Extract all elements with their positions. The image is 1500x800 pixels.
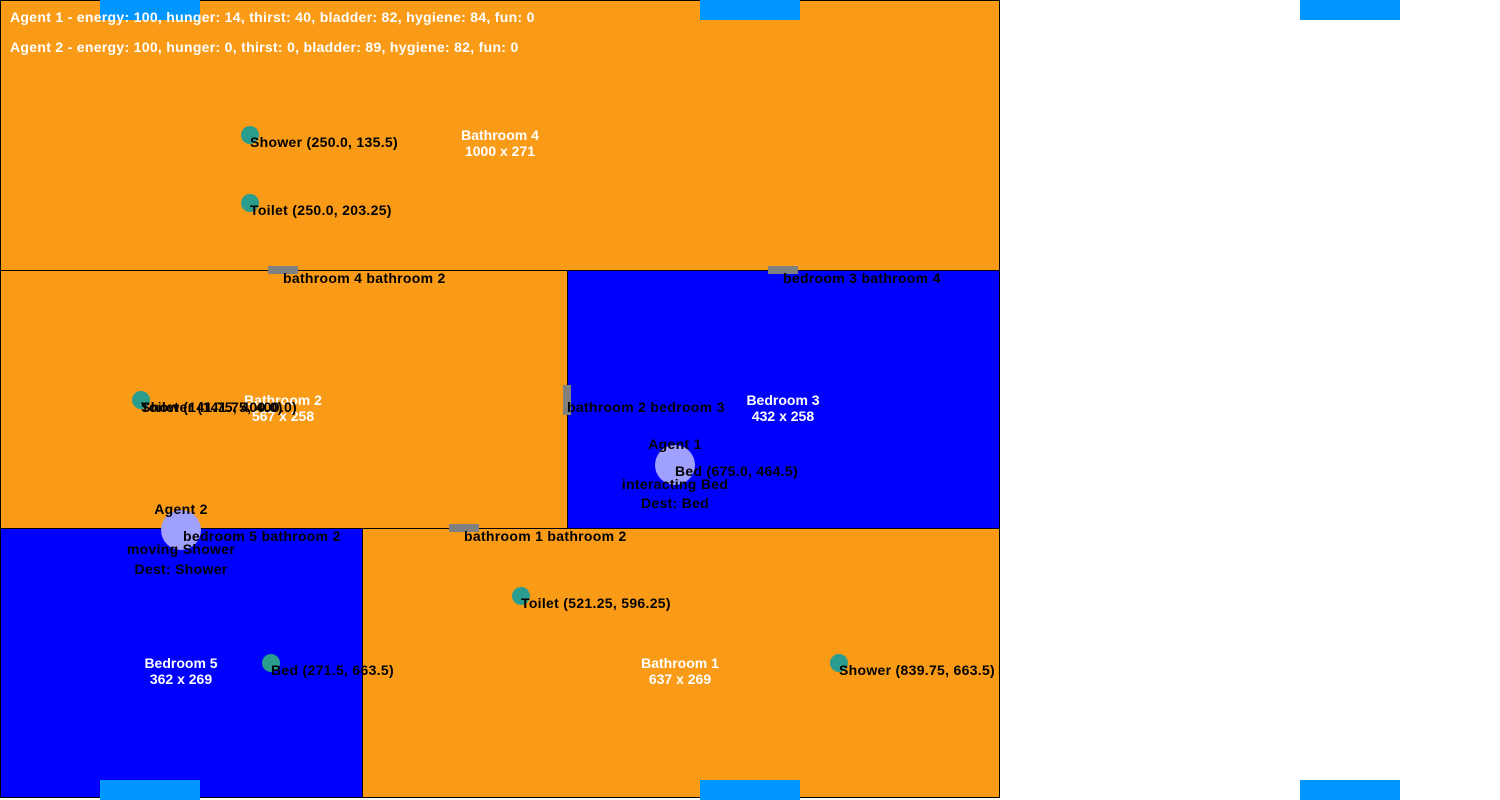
room-label-bathroom-1: Bathroom 1 637 x 269	[641, 655, 719, 687]
room-name: Bathroom 2	[244, 392, 322, 408]
door-label-bedroom-5-bathroom-2: bedroom 5 bathroom 2	[183, 528, 341, 544]
shower-bathroom-4-icon[interactable]	[241, 126, 259, 144]
agent-2-status: Agent 2 - energy: 100, hunger: 0, thirst…	[10, 39, 519, 55]
toilet-bathroom-1-label: Toilet (521.25, 596.25)	[521, 595, 671, 611]
door-label-bathroom-2-bedroom-3: bathroom 2 bedroom 3	[567, 399, 725, 415]
room-size: 567 x 258	[251, 408, 315, 424]
room-label-bedroom-3: Bedroom 3 432 x 258	[746, 392, 819, 424]
toilet-bathroom-4-icon[interactable]	[241, 194, 259, 212]
room-size: 362 x 269	[149, 671, 213, 687]
shower-bathroom-4-label: Shower (250.0, 135.5)	[250, 134, 398, 150]
room-name: Bathroom 4	[461, 127, 539, 143]
agent-2-destination: Dest: Shower	[134, 561, 228, 577]
shower-bathroom-1-icon[interactable]	[830, 654, 848, 672]
toilet-bathroom-2-icon[interactable]	[132, 391, 150, 409]
agent-2-name: Agent 2	[154, 501, 208, 517]
agent-1-name: Agent 1	[648, 436, 702, 452]
agent-1-icon[interactable]	[655, 445, 695, 485]
door-bathroom-4-bathroom-2[interactable]	[268, 266, 298, 274]
shower-bathroom-2-label: Shower (141.75, 400.0)	[141, 399, 298, 415]
room-label-bathroom-4: Bathroom 4 1000 x 271	[461, 127, 539, 159]
door-label-bathroom-1-bathroom-2: bathroom 1 bathroom 2	[464, 528, 627, 544]
toilet-bathroom-1-icon[interactable]	[512, 587, 530, 605]
shower-bathroom-1-label: Shower (839.75, 663.5)	[839, 662, 996, 678]
toilet-bathroom-2-label: Toilet (141.75, 400.0)	[141, 399, 283, 415]
door-bathroom-1-bathroom-2[interactable]	[449, 524, 479, 532]
window-top-3	[1300, 0, 1400, 20]
room-name: Bathroom 1	[641, 655, 719, 671]
room-bathroom-2	[0, 270, 568, 529]
bed-bedroom-5-icon[interactable]	[262, 654, 280, 672]
agent-2-icon[interactable]	[161, 510, 201, 550]
door-label-bedroom-3-bathroom-4: bedroom 3 bathroom 4	[783, 270, 941, 286]
bed-bedroom-3-label: Bed (675.0, 464.5)	[675, 463, 798, 479]
agent-1-destination: Dest: Bed	[640, 495, 710, 511]
window-top-1	[100, 0, 200, 20]
window-top-2	[700, 0, 800, 20]
agent-2-state: moving Shower	[126, 541, 236, 557]
room-size: 637 x 269	[648, 671, 712, 687]
room-size: 1000 x 271	[464, 143, 536, 159]
room-label-bathroom-2: Bathroom 2 567 x 258	[244, 392, 322, 424]
window-bottom-1	[100, 780, 200, 800]
room-name: Bedroom 5	[144, 655, 218, 671]
room-bathroom-1	[362, 528, 1000, 798]
room-name: Bedroom 3	[746, 392, 820, 408]
agent-1-status: Agent 1 - energy: 100, hunger: 14, thirs…	[10, 9, 535, 25]
room-label-bedroom-5: Bedroom 5 362 x 269	[144, 655, 217, 687]
room-bedroom-5	[0, 528, 363, 798]
door-label-bathroom-4-bathroom-2: bathroom 4 bathroom 2	[283, 270, 446, 286]
door-bedroom-3-bathroom-4[interactable]	[768, 266, 798, 274]
window-bottom-2	[700, 780, 800, 800]
window-bottom-3	[1300, 780, 1400, 800]
toilet-bathroom-4-label: Toilet (250.0, 203.25)	[250, 202, 392, 218]
agent-1-state: interacting Bed	[621, 476, 729, 492]
door-bathroom-2-bedroom-3[interactable]	[563, 385, 571, 415]
room-size: 432 x 258	[751, 408, 815, 424]
room-bathroom-4	[0, 0, 1000, 271]
bed-bedroom-5-label: Bed (271.5, 663.5)	[271, 662, 394, 678]
